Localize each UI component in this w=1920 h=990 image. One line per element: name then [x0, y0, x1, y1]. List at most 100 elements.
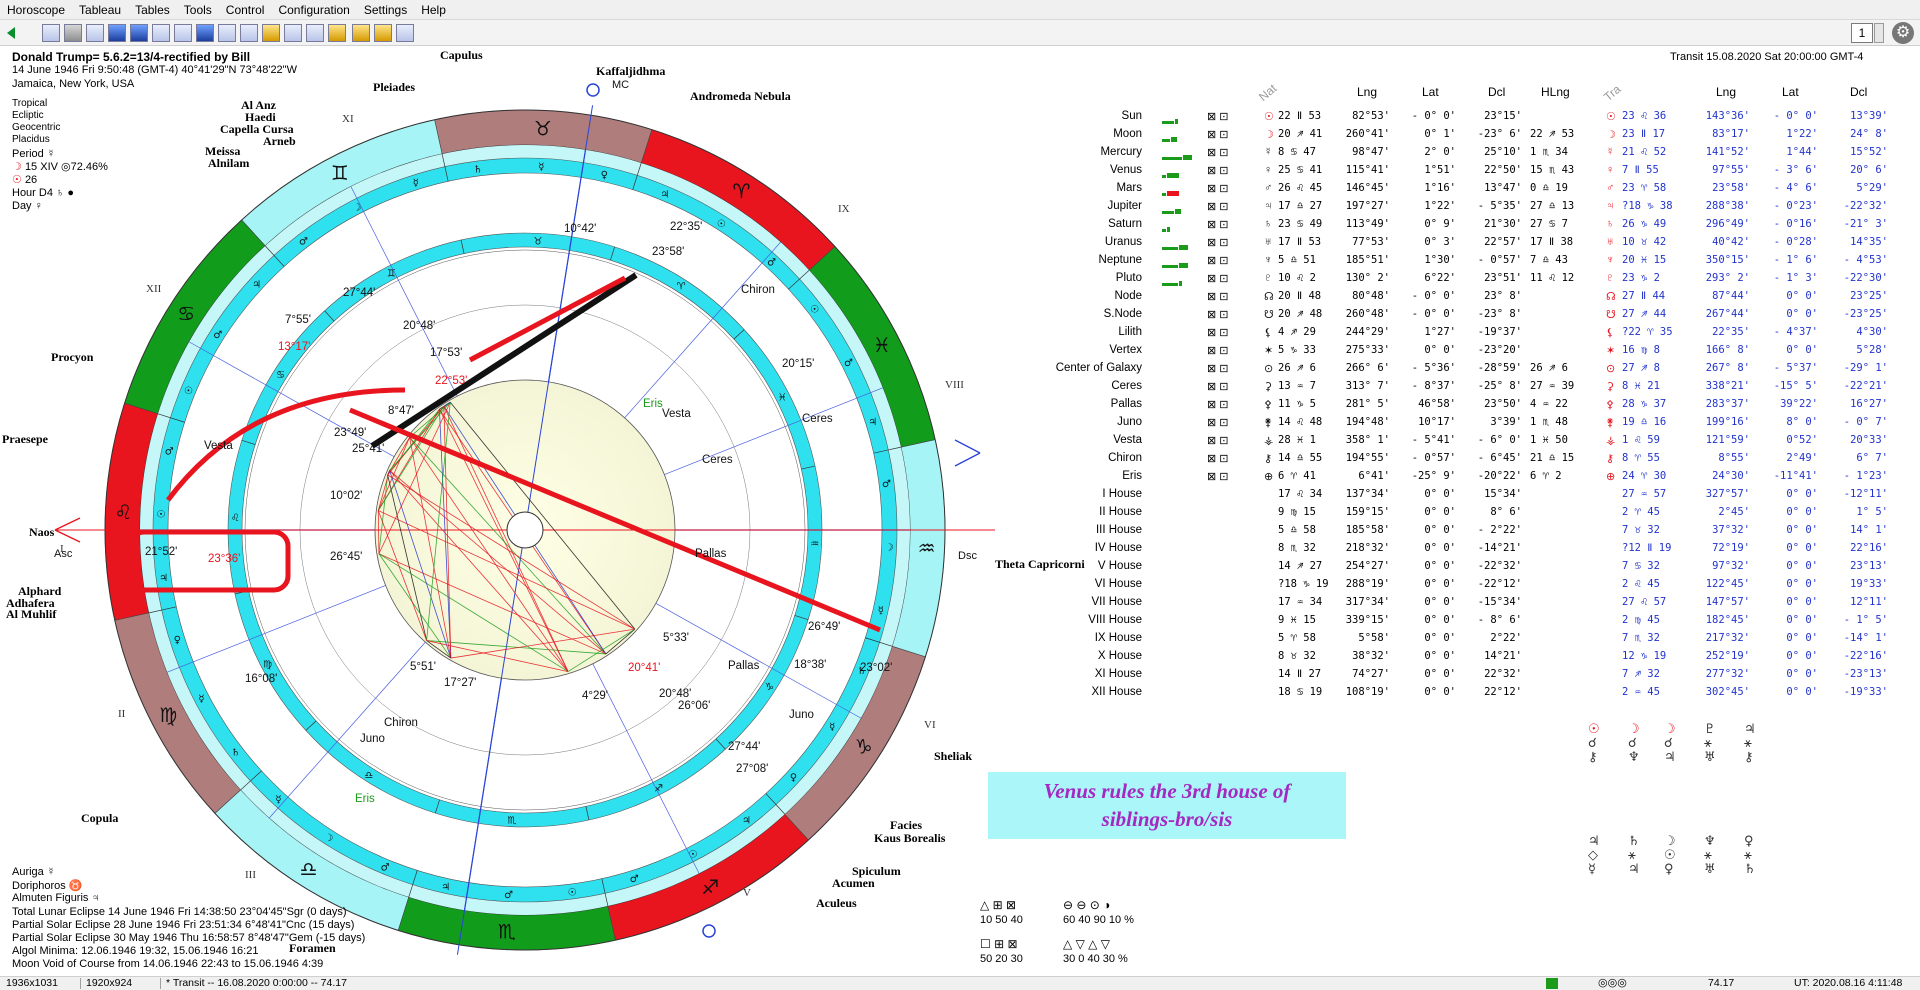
planet-degree-label[interactable]: 26°49' [808, 621, 841, 633]
planet-degree-label[interactable]: 17°53' [430, 347, 463, 359]
planet-degree-label[interactable]: 23°49' [334, 427, 367, 439]
menu-configuration[interactable]: Configuration [278, 2, 350, 17]
decan-glyph-icon: ☉ [717, 219, 726, 230]
planet-degree-label[interactable]: 8°47' [388, 405, 414, 417]
planet-degree-label[interactable]: 22°53' [435, 375, 468, 387]
strength-bar [1162, 247, 1178, 250]
tools-icon[interactable] [352, 24, 370, 42]
planet-degree-label[interactable]: 22°35' [670, 221, 703, 233]
transit-row-position: 27 Ⅱ 44 [1622, 290, 1666, 302]
harmonic-icon[interactable] [328, 24, 346, 42]
planet-degree-label[interactable]: 23°58' [652, 246, 685, 258]
natal-row-lng: 82°53' [1352, 110, 1390, 122]
natal-row-lat: 0° 0' [1424, 578, 1456, 590]
planet-degree-label[interactable]: 26°06' [678, 700, 711, 712]
planet-degree-label[interactable]: 27°08' [736, 763, 769, 775]
menu-settings[interactable]: Settings [363, 2, 408, 17]
natal-row-dcl: -25° 8' [1477, 380, 1522, 392]
planet-degree-label[interactable]: 23°36' [208, 553, 241, 565]
sign-boundary [865, 637, 893, 647]
sky-icon[interactable] [130, 24, 148, 42]
aspect-glyph-icon: ♄ [1744, 862, 1756, 877]
menu-tables[interactable]: Tables [135, 2, 170, 17]
natal-row-position: 5 ♎ 51 [1278, 254, 1316, 266]
list-icon[interactable] [240, 24, 258, 42]
grid-icon[interactable] [152, 24, 170, 42]
status-chart-icons[interactable]: ◎◎◎ [1598, 977, 1627, 989]
planet-degree-label[interactable]: 5°51' [410, 661, 436, 673]
menu-control[interactable]: Control [225, 2, 265, 17]
chart-point-name: Ceres [702, 454, 733, 466]
fixed-star-label: Kaus Borealis [874, 831, 946, 845]
page-spinner[interactable] [1874, 23, 1884, 43]
planet-degree-label[interactable]: 10°42' [564, 223, 597, 235]
table-icon[interactable] [42, 24, 60, 42]
circle-chart-icon[interactable] [86, 24, 104, 42]
horoscope-wheel[interactable]: ♈ ♉ ♊ ♋ ♌ ♍ ♎ ♏ ♐ ♑ ♒ ♓ ♂ ☉ ♃ ♀ ☿ ♄ ☿ ☽ ♂ ♃ ♂ ☉ ♂ ☉ ♃ ♀ ☿ ♄ ☿ ☽ ♂ ♃ ♂ ☉ ♂ ☉ ♃ ♀… [0, 46, 1000, 976]
planet-degree-label[interactable]: 7°55' [285, 314, 311, 326]
transit-row-position: 7 ♋ 32 [1622, 560, 1660, 572]
planet-degree-label[interactable]: 20°48' [403, 320, 436, 332]
fixed-star-label: Al Anz [241, 98, 277, 112]
natal-row-dcl: -14°21' [1477, 542, 1522, 554]
planet-degree-label[interactable]: 26°45' [330, 551, 363, 563]
transit-row-lng: 40°42' [1712, 236, 1750, 248]
aspect-icon[interactable] [262, 24, 280, 42]
document-icon[interactable] [218, 24, 236, 42]
natal-row-glyph-icon: ♄ [1264, 218, 1273, 230]
star-map-icon[interactable] [108, 24, 126, 42]
planet-degree-label[interactable]: 23°02' [860, 662, 893, 674]
menu-help[interactable]: Help [421, 2, 446, 17]
natal-row-lat: - 8°37' [1411, 380, 1456, 392]
transit-row-position: 2 ♍ 45 [1622, 614, 1660, 626]
fixed-star-label: Naos [29, 525, 55, 539]
planet-degree-label[interactable]: 25°41' [352, 443, 385, 455]
house-cusp-line [655, 602, 862, 719]
planet-degree-label[interactable]: 5°33' [663, 632, 689, 644]
alarm-icon[interactable] [374, 24, 392, 42]
natal-row-lat: - 0° 0' [1411, 308, 1456, 320]
status-separator [80, 978, 81, 989]
transit-row-dcl: 20° 6' [1850, 164, 1888, 176]
planet-degree-label[interactable]: 27°44' [343, 287, 376, 299]
planet-degree-label[interactable]: 20°41' [628, 662, 661, 674]
planet-degree-label[interactable]: 20°15' [782, 358, 815, 370]
planet-degree-label[interactable]: 21°52' [145, 546, 178, 558]
decan-glyph-icon: ♃ [868, 417, 877, 428]
page-number-field[interactable]: 1 [1851, 23, 1873, 43]
compass-icon[interactable] [284, 24, 302, 42]
decan-glyph-icon: ♄ [231, 748, 240, 759]
calendar-icon[interactable] [306, 24, 324, 42]
flag-icon[interactable] [196, 24, 214, 42]
planet-degree-label[interactable]: 17°27' [444, 677, 477, 689]
natal-header-nat: Nat [1256, 81, 1280, 104]
planet-degree-label[interactable]: 27°44' [728, 741, 761, 753]
house-cusp-line [624, 241, 781, 419]
planet-degree-label[interactable]: 4°29' [582, 690, 608, 702]
menu-tools[interactable]: Tools [183, 2, 212, 17]
dial-icon[interactable] [174, 24, 192, 42]
annotation-red-box [127, 529, 291, 593]
annotation-black-line [370, 272, 638, 449]
menu-horoscope[interactable]: Horoscope [7, 2, 66, 17]
sign-boundary [788, 269, 810, 290]
planet-degree-label[interactable]: 18°38' [794, 659, 827, 671]
gear-icon[interactable]: ⚙ [1892, 22, 1914, 44]
menu-tableau[interactable]: Tableau [79, 2, 122, 17]
back-arrow-icon[interactable] [7, 27, 15, 39]
center-hub [506, 511, 544, 549]
natal-row-name: Juno [1117, 416, 1142, 428]
planet-degree-label[interactable]: 10°02' [330, 490, 363, 502]
fixed-star-label: Arneb [263, 134, 296, 148]
wheel-icon[interactable] [64, 24, 82, 42]
sign-boundary [601, 878, 609, 907]
natal-row-dcl: - 6°45' [1477, 452, 1522, 464]
planet-degree-label[interactable]: 20°48' [659, 688, 692, 700]
aspect-glyph-icon: ☽ [1664, 722, 1676, 737]
planet-degree-label[interactable]: 16°08' [245, 673, 278, 685]
house-cusp-line [350, 186, 458, 397]
natal-row-lat: 0° 0' [1424, 632, 1456, 644]
planet-degree-label[interactable]: 13°17' [278, 341, 311, 353]
print-icon[interactable] [396, 24, 414, 42]
decan-glyph-icon: ☉ [568, 887, 577, 898]
